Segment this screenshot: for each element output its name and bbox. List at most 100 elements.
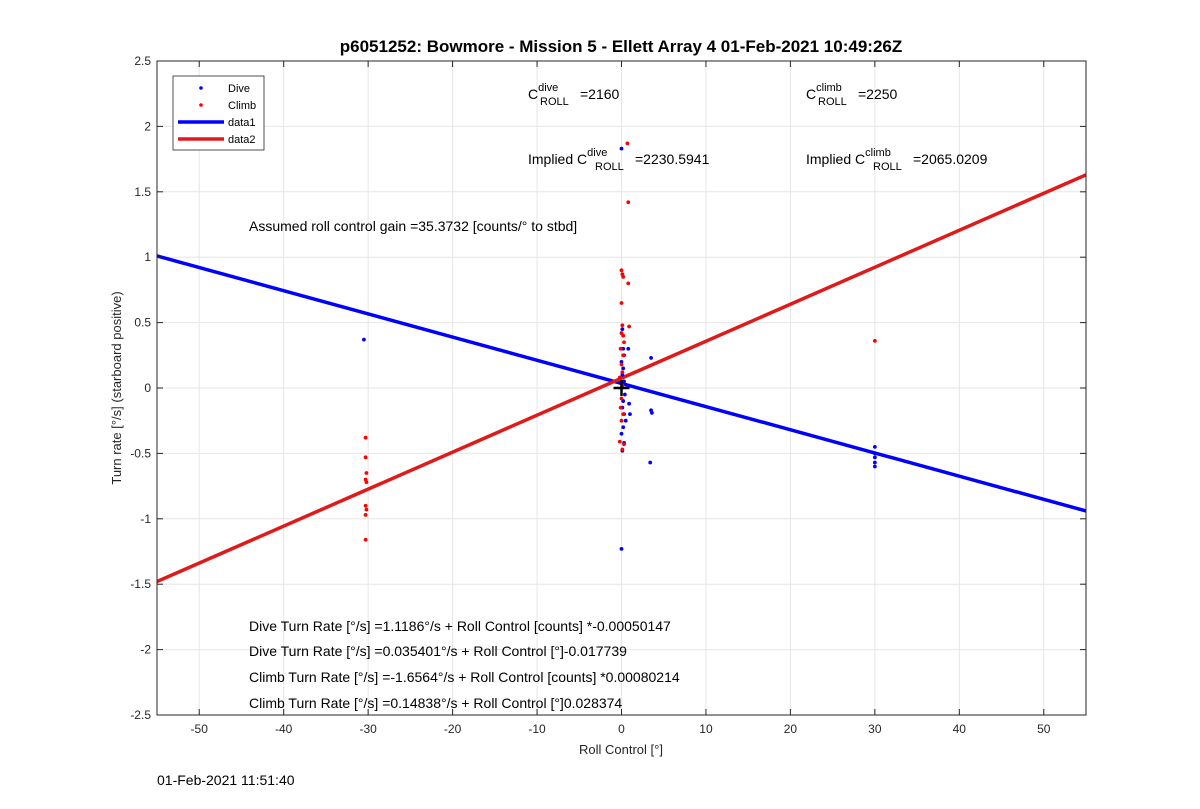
c-climb-annotation: Cclimb ROLL =2250 [806,82,898,108]
dive-point [622,392,627,397]
fit-dive-counts: Dive Turn Rate [°/s] =1.1186°/s + Roll C… [249,618,671,634]
climb-point [619,268,624,273]
dive-point [620,373,625,377]
climb-point [621,274,626,279]
climb-point [618,405,623,410]
climb-point [621,412,626,417]
climb-point [363,503,368,508]
dive-point [649,356,653,360]
fit-dive-degrees: Dive Turn Rate [°/s] =0.035401°/s + Roll… [249,643,627,659]
y-tick-label: 0 [144,381,151,395]
climb-point [626,200,631,205]
dive-point [872,464,877,469]
climb-point [363,537,368,542]
climb-point [363,512,368,517]
axis-ticks: -50 -40 -30 -20 -10 0 10 20 30 40 50-2.5-2-1.5-1-0… [130,54,1086,736]
legend-data1-label: data1 [228,117,256,129]
climb-point [617,375,622,380]
climb-point [617,439,622,444]
fit-climb-degrees: Climb Turn Rate [°/s] =0.14838°/s + Roll… [249,695,622,711]
x-tick-label: -30 [359,722,377,736]
dive-point [650,410,654,415]
dive-point [619,146,624,151]
climb-point [620,323,625,328]
dive-point [621,425,626,430]
climb-point [872,339,877,343]
climb-point [626,281,631,286]
dive-point [619,359,624,364]
y-tick-label: -2.5 [130,708,151,722]
climb-point [619,396,624,401]
climb-point [619,362,624,367]
x-axis-label: Roll Control [°] [579,742,663,757]
climb-point [622,340,626,345]
y-tick-label: 1.5 [134,185,151,199]
dive-point [621,366,626,371]
dive-point [872,455,877,460]
dive-point [648,460,653,465]
legend: Dive Climb data1 data2 [172,75,265,151]
x-tick-label: -40 [275,722,293,736]
x-tick-label: 30 [868,722,882,736]
y-tick-label: -1 [140,512,151,526]
climb-point [363,435,368,440]
climb-point [621,353,626,358]
dive-point [872,460,877,465]
x-tick-label: -50 [191,722,209,736]
dive-point [362,337,366,342]
x-tick-label: 10 [699,722,713,736]
gain-annotation: Assumed roll control gain =35.3732 [coun… [249,218,577,234]
dive-point [872,451,877,456]
x-tick-label: -20 [444,722,462,736]
legend-climb-marker [199,103,203,107]
footer-timestamp: 01-Feb-2021 11:51:40 [157,772,295,788]
fit-climb-counts: Climb Turn Rate [°/s] =-1.6564°/s + Roll… [249,669,680,685]
climb-point [619,418,624,423]
implied-climb-annotation: Implied Cclimb ROLL =2065.0209 [806,147,988,173]
c-dive-annotation: Cdive ROLL =2160 [528,82,620,108]
y-axis-label: Turn rate [°/s] (starboard positive) [109,291,124,484]
y-tick-label: -1.5 [130,577,151,591]
y-tick-label: 1 [144,250,151,264]
x-tick-label: 40 [953,722,967,736]
y-tick-label: -2 [140,643,151,657]
y-tick-label: 0.5 [134,316,151,330]
climb-point [363,455,368,460]
dive-point [626,346,631,351]
climb-point [364,471,369,475]
implied-dive-annotation: Implied Cdive ROLL =2230.5941 [528,147,710,173]
data-points [362,141,877,551]
climb-point [364,480,369,485]
climb-point [621,333,626,338]
climb-point [618,346,623,351]
climb-point [622,442,626,447]
climb-point [620,447,625,452]
dive-point [619,431,624,436]
y-tick-label: 2.5 [134,54,151,68]
y-tick-label: 2 [144,119,151,133]
dive-point [620,327,625,332]
origin-cross-marker [613,380,630,396]
dive-point [619,546,624,551]
y-tick-label: -0.5 [130,446,151,460]
climb-point [627,324,632,329]
x-tick-label: 0 [618,722,625,736]
dive-point [623,418,628,423]
chart-title: p6051252: Bowmore - Mission 5 - Ellett A… [340,37,903,56]
dive-point [628,412,632,417]
climb-point [620,370,625,375]
legend-data2-label: data2 [228,134,256,146]
legend-climb-label: Climb [228,100,256,112]
climb-point [619,301,624,305]
x-tick-label: 20 [784,722,798,736]
dive-point [627,401,632,406]
legend-dive-marker [199,86,203,90]
climb-point [364,507,369,512]
dive-point [622,379,626,384]
x-tick-label: 50 [1037,722,1051,736]
legend-dive-label: Dive [228,83,250,95]
climb-point [625,141,630,146]
x-tick-label: -10 [528,722,546,736]
